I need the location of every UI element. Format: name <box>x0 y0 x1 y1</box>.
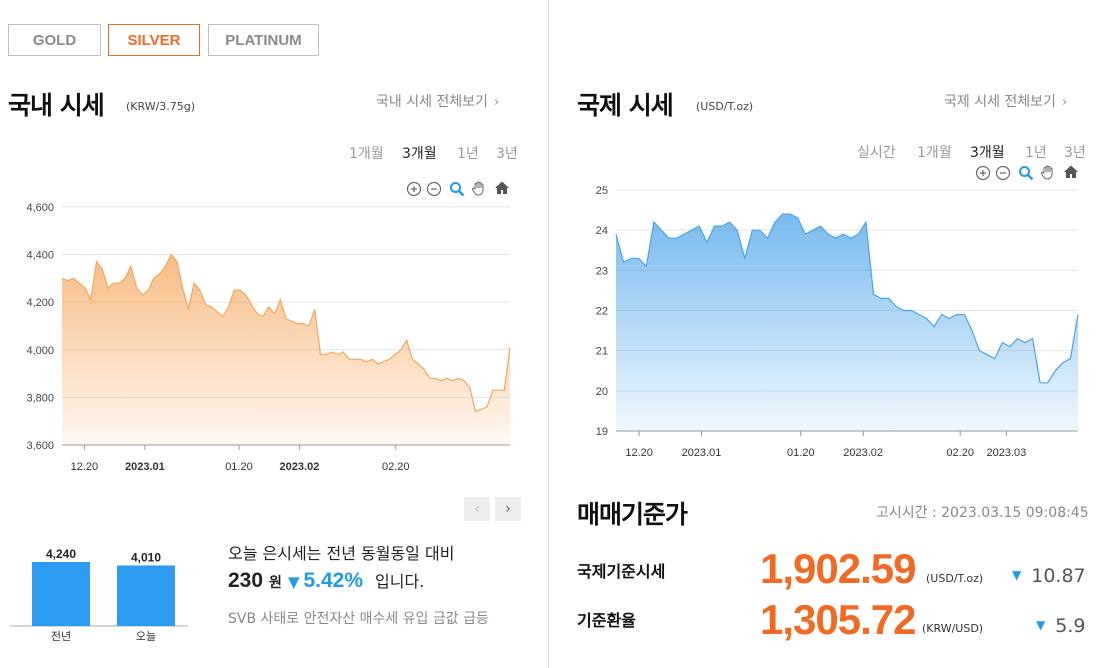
international-view-all-label: 국제 시세 전체보기 <box>944 94 1056 110</box>
down-arrow-icon: ▼ <box>287 573 300 591</box>
x-tick-label: 2023.01 <box>125 461 165 473</box>
y-tick-label: 25 <box>596 185 608 197</box>
international-period-3y[interactable]: 3년 <box>1064 145 1086 161</box>
intl-base-price-change-value: 10.87 <box>1031 565 1086 587</box>
international-area <box>616 214 1078 431</box>
comparison-diff-unit: 원 <box>269 575 282 591</box>
chevron-right-icon: › <box>1061 95 1068 110</box>
column-divider <box>548 0 549 668</box>
exchange-rate-label: 기준환율 <box>577 611 636 630</box>
intl-base-price-change: ▼ 10.87 <box>1012 565 1086 587</box>
down-arrow-icon: ▼ <box>1036 618 1046 632</box>
domestic-price-chart: 3,600 3,800 4,000 4,200 4,400 4,600 12.20 2023.… <box>26 202 511 473</box>
y-tick-label: 4,400 <box>26 250 54 262</box>
comparison-diff: 230 <box>228 569 264 592</box>
comparison-sentence: 오늘 은시세는 전년 동월동일 대비 <box>228 544 455 563</box>
notice-time-value: 2023.03.15 09:08:45 <box>941 505 1089 521</box>
y-tick-label: 4,200 <box>26 297 54 309</box>
y-tick-label: 4,000 <box>26 345 54 357</box>
x-tick-label: 2023.02 <box>843 447 883 459</box>
international-period-realtime[interactable]: 실시간 <box>857 145 896 161</box>
year-comparison-chart: 4,240 전년 4,010 오늘 <box>10 547 188 643</box>
x-tick-label: 01.20 <box>225 461 253 473</box>
magnifier-icon[interactable] <box>1018 165 1034 181</box>
x-tick-label: 2023.02 <box>280 461 320 473</box>
domestic-period-3m[interactable]: 3개월 <box>402 146 437 162</box>
domestic-view-all-label: 국내 시세 전체보기 <box>376 94 488 110</box>
international-unit: (USD/T.oz) <box>696 100 754 113</box>
y-tick-label: 20 <box>596 386 608 398</box>
comparison-bar-value: 4,010 <box>131 550 161 564</box>
exchange-rate-change-value: 5.9 <box>1055 615 1086 637</box>
comparison-suffix: 입니다. <box>375 572 425 591</box>
exchange-rate-value: 1,305.72 <box>760 596 916 643</box>
intl-base-price-unit: (USD/T.oz) <box>926 572 984 585</box>
domestic-period-3y[interactable]: 3년 <box>496 146 518 162</box>
zoom-in-icon[interactable] <box>406 181 422 197</box>
next-button[interactable]: › <box>495 497 521 521</box>
news-headline-link[interactable]: SVB 사태로 안전자산 매수세 유입 금값 급등 <box>228 611 489 627</box>
exchange-rate-change: ▼ 5.9 <box>1036 615 1085 637</box>
prev-button[interactable]: ‹ <box>464 497 490 521</box>
tab-gold[interactable]: GOLD <box>8 24 101 56</box>
x-tick-label: 01.20 <box>787 447 815 459</box>
comparison-percent: 5.42% <box>303 569 364 592</box>
base-price-title: 매매기준가 <box>577 500 688 529</box>
chevron-right-icon: › <box>493 95 500 110</box>
down-arrow-icon: ▼ <box>1012 568 1022 582</box>
x-tick-label: 12.20 <box>71 461 99 473</box>
y-tick-label: 24 <box>596 225 608 237</box>
x-tick-label: 02.20 <box>946 447 974 459</box>
notice-time: 고시시간 : 2023.03.15 09:08:45 <box>876 502 1089 522</box>
tab-silver[interactable]: SILVER <box>108 24 200 56</box>
comparison-result: 230 원 ▼ 5.42% 입니다. <box>228 568 424 593</box>
y-tick-label: 3,800 <box>26 392 54 404</box>
domestic-period-1y[interactable]: 1년 <box>457 146 479 162</box>
x-tick-label: 12.20 <box>625 447 653 459</box>
y-tick-label: 23 <box>596 265 608 277</box>
exchange-rate-unit: (KRW/USD) <box>922 622 984 635</box>
x-tick-label: 02.20 <box>382 461 410 473</box>
pan-hand-icon[interactable] <box>471 180 487 196</box>
home-icon[interactable] <box>494 180 510 196</box>
international-period-1m[interactable]: 1개월 <box>917 145 952 161</box>
notice-time-label: 고시시간 : <box>876 505 937 521</box>
domestic-series-line <box>61 253 511 413</box>
x-tick-label: 2023.01 <box>682 447 722 459</box>
comparison-bar-value: 4,240 <box>46 547 76 561</box>
domestic-view-all-link[interactable]: 국내 시세 전체보기 › <box>376 91 499 111</box>
y-tick-label: 19 <box>596 426 608 438</box>
comparison-bar-prev-year <box>32 562 90 626</box>
pan-hand-icon[interactable] <box>1040 164 1056 180</box>
domestic-unit: (KRW/3.75g) <box>126 100 196 113</box>
comparison-bar-today <box>117 565 175 626</box>
y-tick-label: 21 <box>596 346 608 358</box>
y-tick-label: 4,600 <box>26 202 54 214</box>
magnifier-icon[interactable] <box>449 181 465 197</box>
international-series-line <box>615 213 1079 384</box>
zoom-in-icon[interactable] <box>975 165 991 181</box>
domestic-title: 국내 시세 <box>8 91 105 120</box>
intl-base-price-label: 국제기준시세 <box>577 562 666 581</box>
domestic-area <box>62 254 510 445</box>
y-tick-label: 3,600 <box>26 440 54 452</box>
international-price-chart: 19 20 21 22 23 24 25 12.20 2023.01 01.20 2023.02 02… <box>596 185 1079 459</box>
comparison-bar-label: 전년 <box>51 630 71 643</box>
home-icon[interactable] <box>1063 164 1079 180</box>
zoom-out-icon[interactable] <box>995 165 1011 181</box>
international-view-all-link[interactable]: 국제 시세 전체보기 › <box>944 91 1067 111</box>
domestic-period-1m[interactable]: 1개월 <box>349 146 384 162</box>
tab-platinum[interactable]: PLATINUM <box>208 24 319 56</box>
international-period-1y[interactable]: 1년 <box>1025 145 1047 161</box>
intl-base-price-value: 1,902.59 <box>760 545 916 592</box>
y-tick-label: 22 <box>596 306 608 318</box>
international-period-3m[interactable]: 3개월 <box>970 145 1005 161</box>
comparison-bar-label: 오늘 <box>136 630 156 643</box>
x-tick-label: 2023.03 <box>987 447 1027 459</box>
zoom-out-icon[interactable] <box>426 181 442 197</box>
international-title: 국제 시세 <box>577 91 674 120</box>
